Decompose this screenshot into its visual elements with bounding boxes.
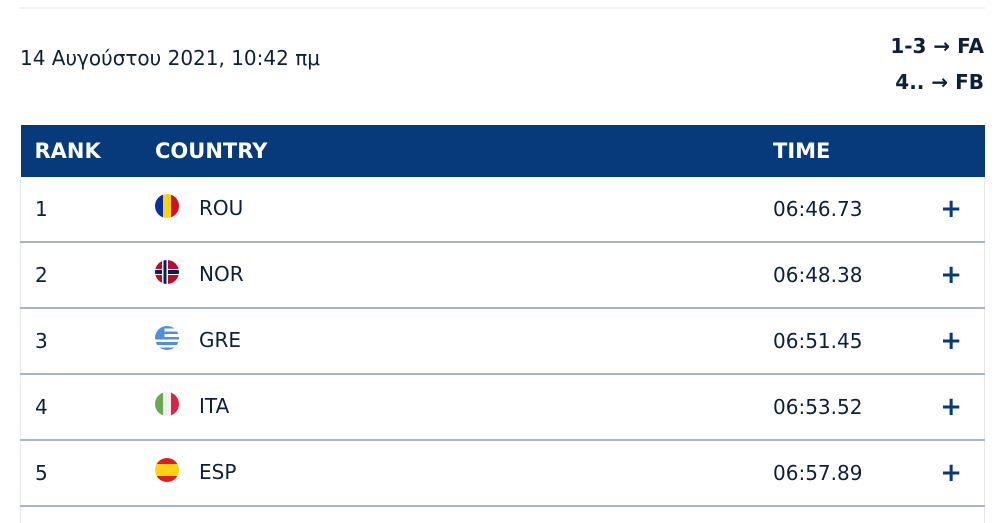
expand-plus-icon[interactable]: + — [914, 242, 985, 309]
qualification-legend: 1-3 → FA 4.. → FB — [890, 28, 984, 100]
rank: 4 — [20, 374, 155, 441]
expand-plus-icon[interactable]: + — [914, 177, 985, 243]
race-date: 14 Αυγούστου 2021, 10:42 πμ — [20, 46, 320, 70]
table-row: 1 ROU 06:46.73 + — [20, 177, 985, 243]
country: ROU — [155, 177, 773, 243]
table-row-partial — [20, 506, 985, 523]
divider — [20, 7, 985, 9]
country: GRE — [155, 308, 773, 375]
country-code: ROU — [199, 196, 244, 221]
qual-fb: 4.. → FB — [895, 70, 984, 94]
italy-flag-icon — [155, 391, 179, 416]
time: 06:53.52 — [773, 374, 915, 441]
country-code: NOR — [199, 262, 244, 287]
qual-fa: 1-3 → FA — [890, 34, 984, 58]
rank: 2 — [20, 242, 155, 309]
rank: 5 — [20, 440, 155, 507]
time: 06:51.45 — [773, 308, 915, 375]
rank: 3 — [20, 308, 155, 375]
expand-plus-icon[interactable]: + — [914, 308, 985, 375]
time: 06:48.38 — [773, 242, 915, 309]
norway-flag-icon — [155, 259, 179, 284]
col-country: COUNTRY — [155, 139, 268, 163]
results-table: RANK COUNTRY TIME 1 ROU 06:46.73 +2 NOR … — [20, 125, 985, 523]
country-code: GRE — [199, 328, 242, 353]
col-expand — [914, 125, 984, 177]
table-row: 2 NOR 06:48.38 + — [20, 242, 985, 309]
col-rank: RANK — [34, 139, 101, 163]
table-row: 3 GRE 06:51.45 + — [20, 308, 985, 375]
partial-cell — [21, 506, 985, 523]
country-code: ESP — [199, 460, 237, 485]
romania-flag-icon — [155, 193, 179, 218]
time: 06:46.73 — [773, 177, 915, 243]
country-code: ITA — [199, 394, 230, 419]
expand-plus-icon[interactable]: + — [914, 440, 985, 507]
rank: 1 — [20, 177, 155, 243]
time: 06:57.89 — [773, 440, 915, 507]
col-time: TIME — [773, 139, 831, 163]
country: ESP — [155, 440, 773, 507]
table-row: 5 ESP 06:57.89 + — [20, 440, 985, 507]
country: NOR — [155, 242, 773, 309]
country: ITA — [155, 374, 773, 441]
table-header: RANK COUNTRY TIME — [20, 125, 985, 177]
expand-plus-icon[interactable]: + — [914, 374, 985, 441]
table-row: 4 ITA 06:53.52 + — [20, 374, 985, 441]
greece-flag-icon — [155, 325, 179, 350]
spain-flag-icon — [155, 457, 179, 482]
